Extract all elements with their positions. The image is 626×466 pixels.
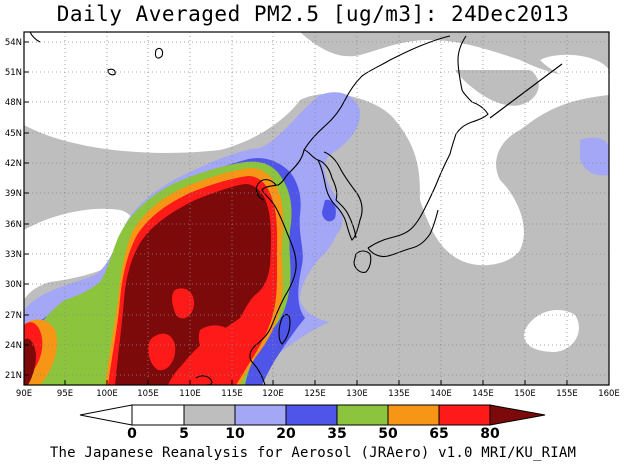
lat-labels: 21N 24N 27N 30N 33N 36N 39N 42N 45N 48N … [5,38,22,381]
lon-label: 105E [137,389,159,399]
coastline-kuril-islands [489,63,563,119]
lon-label: 145E [472,389,494,399]
colorbar-label: 20 [276,426,296,442]
colorbar-upper-arrow [489,404,546,426]
lon-label: 155E [556,389,578,399]
lat-label: 39N [5,189,22,199]
field-20-35-bay [322,199,336,222]
field-65-80-enclave-3 [198,325,233,358]
colorbar: 0 5 10 20 35 50 65 80 [79,404,546,442]
coastline-sakhalin [457,35,467,91]
field-5-10-north [300,32,609,80]
colorbar-label: 50 [378,426,398,442]
field-below-5-central [540,54,609,90]
coastline-korea [317,151,363,241]
lat-label: 42N [5,159,22,169]
map-frame [23,31,610,386]
lon-label: 135E [388,389,410,399]
map-title: Daily Averaged PM2.5 [ug/m3]: 24Dec2013 [56,2,570,26]
field-above-80-main [115,184,271,385]
coastline-hokkaido [455,89,489,135]
graticule [24,32,609,385]
coastline-bohai [255,179,277,201]
field-above-80-west [24,338,36,385]
lon-labels: 90E 95E 100E 105E 110E 115E 120E 125E 13… [16,389,620,399]
lat-label: 30N [5,280,22,290]
colorbar-box [183,404,236,426]
colorbar-box [285,404,338,426]
lon-label: 110E [179,389,201,399]
field-10-20-east [580,137,609,176]
lon-label: 90E [16,389,32,399]
colorbar-label: 5 [179,426,189,442]
colorbar-lower-arrow [79,404,133,426]
colorbar-box [336,404,389,426]
lon-label: 95E [57,389,73,399]
field-65-80-enclave-1 [148,333,176,371]
field-below-5-southeast [524,310,579,352]
concentration-fields [24,32,609,385]
coastline-taiwan [278,313,291,345]
coastline-asia-mainland [249,35,451,385]
colorbar-label: 0 [127,426,137,442]
colorbar-box [234,404,287,426]
lon-label: 115E [221,389,243,399]
lon-label: 150E [514,389,536,399]
lat-label: 54N [5,38,22,48]
lon-label: 160E [598,389,620,399]
lat-label: 33N [5,250,22,260]
lat-label: 51N [5,68,22,78]
field-below-5-west [24,32,300,131]
colorbar-label: 10 [225,426,245,442]
lat-label: 36N [5,220,22,230]
lon-label: 130E [346,389,368,399]
lat-label: 21N [5,371,22,381]
coastline-kyushu [353,250,372,273]
lat-label: 45N [5,129,22,139]
colorbar-label: 35 [327,426,346,442]
colorbar-box [438,404,491,426]
colorbar-label: 80 [480,426,500,442]
lon-label: 125E [304,389,326,399]
colorbar-box [387,404,440,426]
field-65-80-enclave-2 [172,288,195,319]
coastline-honshu [367,133,457,258]
coastline-northwest [29,32,164,76]
colorbar-label: 65 [429,426,448,442]
colorbar-box [131,404,185,426]
lat-label: 24N [5,341,22,351]
lon-label: 100E [96,389,118,399]
lat-label: 27N [5,311,22,321]
lon-label: 140E [430,389,452,399]
lat-label: 48N [5,98,22,108]
coastlines [29,32,563,385]
data-source-credit: The Japanese Reanalysis for Aerosol (JRA… [49,445,577,461]
axis-ticks [23,41,610,385]
lon-label: 120E [262,389,284,399]
